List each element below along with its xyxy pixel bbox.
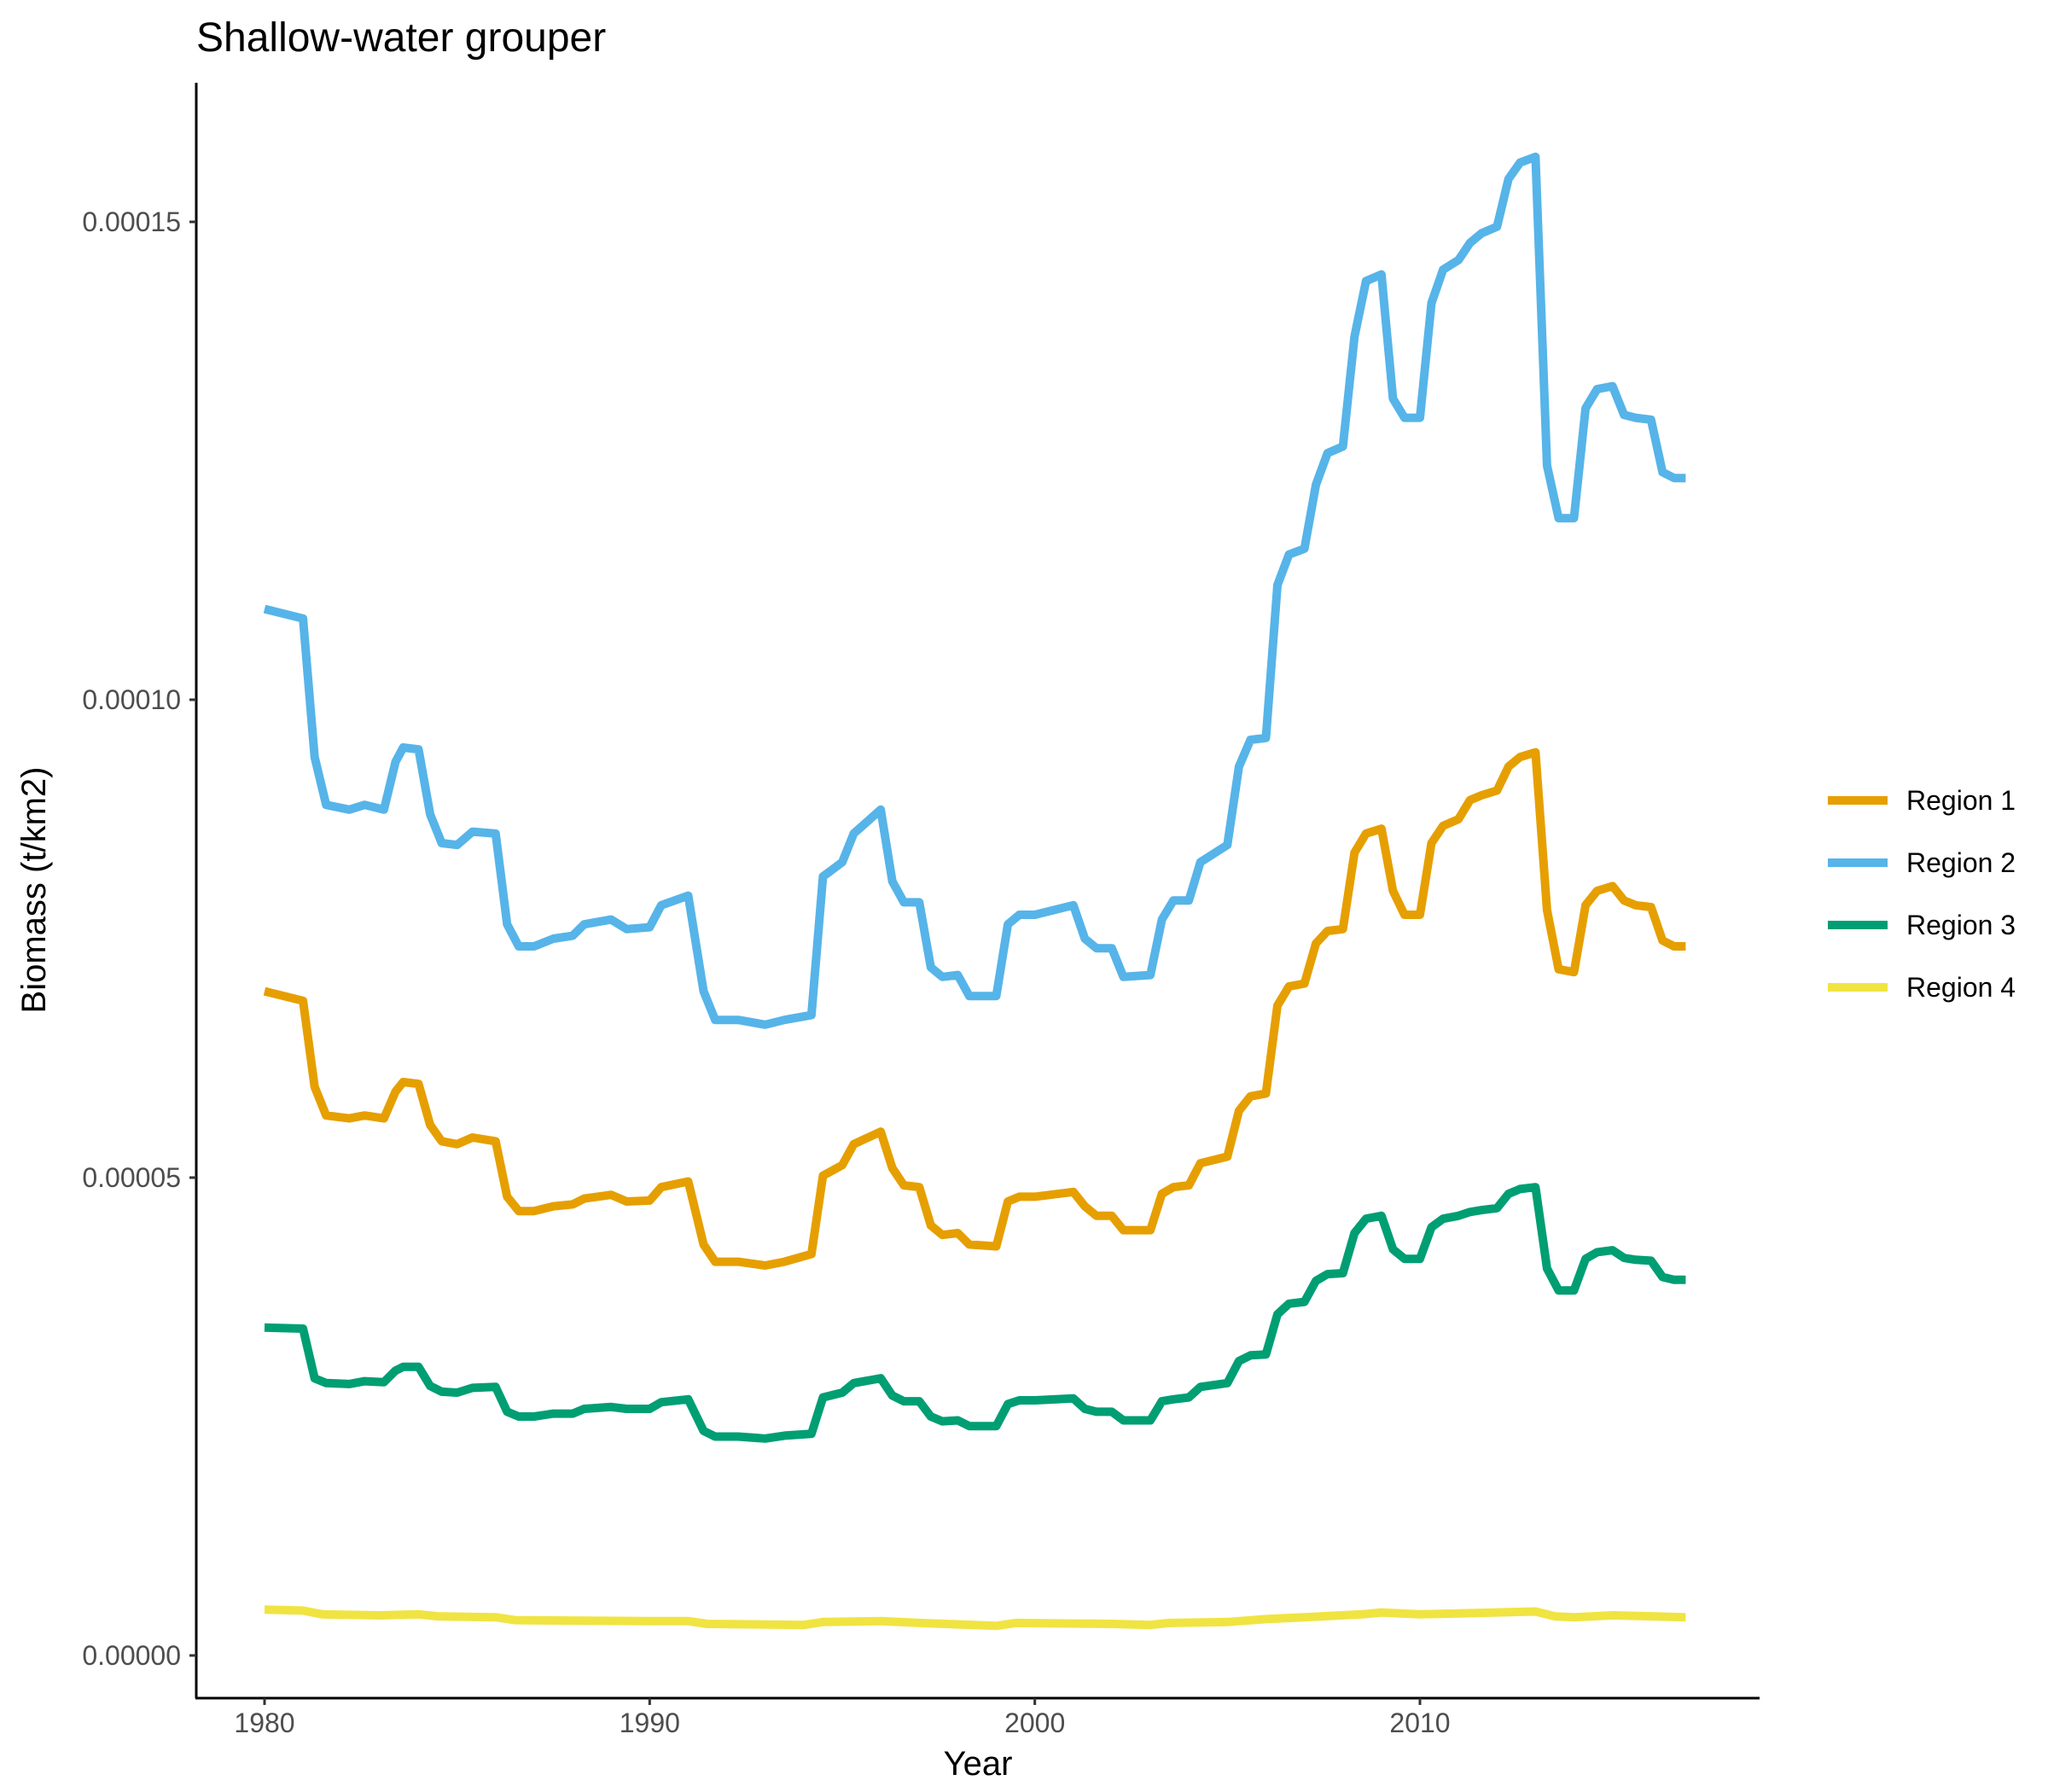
y-tick-label: 0.00015	[82, 207, 181, 237]
x-tick-label: 2010	[1389, 1708, 1450, 1738]
chart-title: Shallow-water grouper	[196, 15, 606, 61]
y-tick-label: 0.00010	[82, 684, 181, 715]
x-axis-ticks: 1980 1990 2000 2010	[234, 1698, 1451, 1738]
x-tick-label: 1980	[234, 1708, 294, 1738]
series-line-region-2	[263, 152, 1686, 1029]
x-tick-label: 1990	[620, 1708, 680, 1738]
series-line-region-1	[263, 748, 1686, 1270]
y-axis-title: Biomass (t/km2)	[15, 767, 53, 1014]
legend-label-region-1: Region 1	[1906, 785, 2016, 816]
legend: Region 1 Region 2 Region 3 Region 4	[1828, 785, 2016, 1003]
legend-label-region-4: Region 4	[1906, 972, 2016, 1003]
x-tick-label: 2000	[1004, 1708, 1065, 1738]
series-line-region-3	[264, 1183, 1686, 1443]
legend-label-region-2: Region 2	[1906, 847, 2016, 878]
series-line-region-4	[264, 1605, 1686, 1631]
legend-label-region-3: Region 3	[1906, 910, 2016, 940]
y-axis-ticks: 0.00000 0.00005 0.00010 0.00015	[82, 207, 196, 1671]
y-tick-label: 0.00000	[82, 1640, 181, 1671]
plot-series	[263, 152, 1686, 1631]
y-tick-label: 0.00005	[82, 1162, 181, 1193]
x-axis-title: Year	[944, 1745, 1013, 1783]
